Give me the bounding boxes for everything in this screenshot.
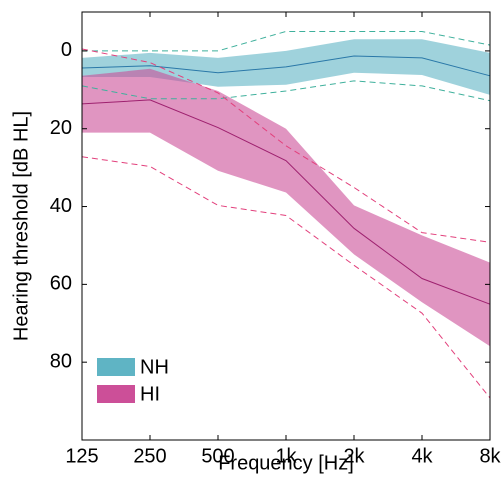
y-tick-label: 60 xyxy=(50,273,72,295)
range-line xyxy=(81,80,491,102)
legend-label: NH xyxy=(140,356,169,378)
legend-swatch xyxy=(97,358,135,376)
y-axis-label: Hearing threshold [dB HL] xyxy=(10,111,32,341)
y-tick-label: 40 xyxy=(50,195,72,217)
x-tick-label: 250 xyxy=(133,445,166,467)
plot-frame xyxy=(81,11,491,441)
x-tick-label: 2k xyxy=(343,445,365,467)
x-axis-label: Frequency [Hz] xyxy=(218,452,354,474)
mean-line xyxy=(81,55,491,77)
x-tick-label: 8k xyxy=(479,445,501,467)
band xyxy=(82,68,490,347)
legend-label: HI xyxy=(140,383,160,405)
range-line xyxy=(82,30,491,52)
legend-swatch xyxy=(97,385,135,403)
x-tick-label: 500 xyxy=(201,445,234,467)
range-line xyxy=(81,156,491,399)
x-tick-label: 125 xyxy=(65,445,98,467)
y-tick-label: 0 xyxy=(61,39,72,61)
x-tick-label: 1k xyxy=(275,445,297,467)
range-line xyxy=(81,48,491,243)
mean-line xyxy=(81,99,491,305)
y-tick-label: 80 xyxy=(50,350,72,372)
y-tick-label: 20 xyxy=(50,117,72,139)
x-tick-label: 4k xyxy=(411,445,433,467)
